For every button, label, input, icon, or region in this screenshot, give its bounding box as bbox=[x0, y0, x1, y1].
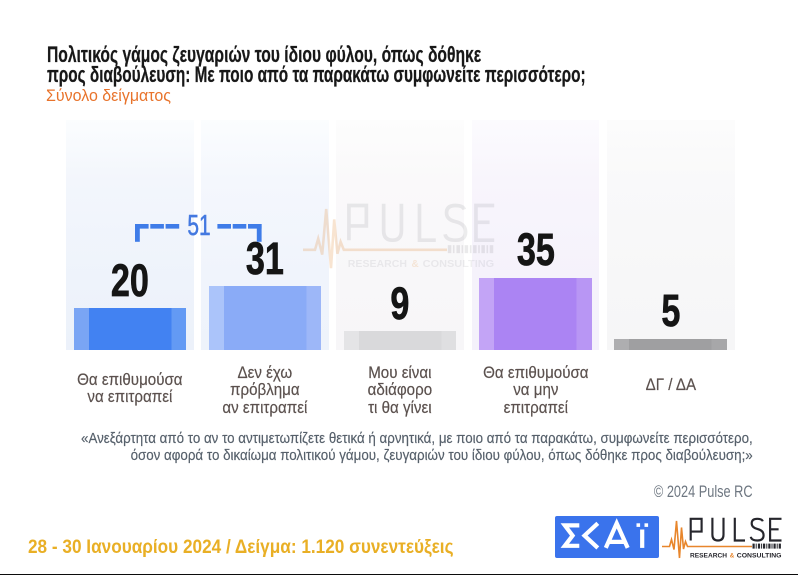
svg-text:&: & bbox=[411, 259, 418, 270]
svg-text:CONSULTING: CONSULTING bbox=[423, 259, 495, 270]
svg-text:&: & bbox=[730, 552, 735, 559]
svg-text:CONSULTING: CONSULTING bbox=[737, 552, 782, 559]
svg-text:RESEARCH: RESEARCH bbox=[348, 259, 407, 270]
svg-text:RESEARCH: RESEARCH bbox=[690, 552, 728, 559]
